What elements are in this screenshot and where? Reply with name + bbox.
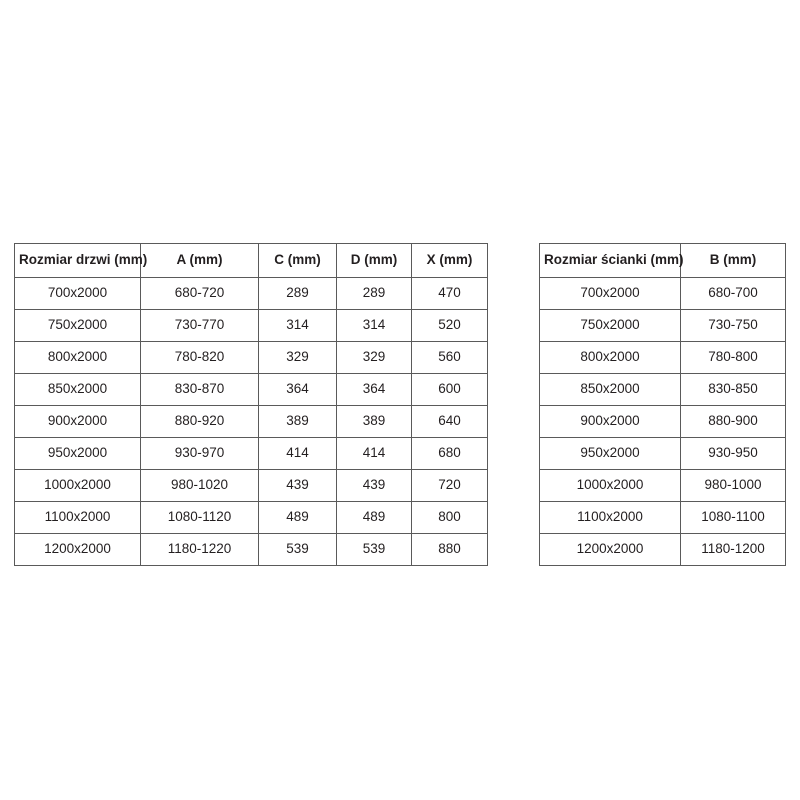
table-row: 700x2000 680-700: [539, 277, 786, 310]
cell-door-size: 850x2000: [14, 373, 141, 406]
table-row: 900x2000 880-920 389 389 640: [14, 405, 488, 438]
cell-a: 980-1020: [140, 469, 259, 502]
door-size-table: Rozmiar drzwi (mm) A (mm) C (mm) D (mm) …: [14, 243, 488, 566]
cell-c: 364: [258, 373, 337, 406]
cell-x: 600: [411, 373, 488, 406]
table-row: 850x2000 830-850: [539, 373, 786, 406]
cell-c: 439: [258, 469, 337, 502]
cell-x: 640: [411, 405, 488, 438]
cell-x: 470: [411, 277, 488, 310]
cell-b: 880-900: [680, 405, 786, 438]
table-row: 950x2000 930-970 414 414 680: [14, 437, 488, 470]
wall-table-body: 700x2000 680-700 750x2000 730-750 800x20…: [539, 277, 786, 566]
cell-wall-size: 950x2000: [539, 437, 681, 470]
cell-wall-size: 850x2000: [539, 373, 681, 406]
table-row: 950x2000 930-950: [539, 437, 786, 470]
column-header-x: X (mm): [411, 243, 488, 278]
cell-a: 830-870: [140, 373, 259, 406]
cell-d: 439: [336, 469, 412, 502]
cell-x: 680: [411, 437, 488, 470]
cell-c: 289: [258, 277, 337, 310]
cell-c: 414: [258, 437, 337, 470]
table-row: 1200x2000 1180-1200: [539, 533, 786, 566]
column-header-b: B (mm): [680, 243, 786, 278]
cell-a: 880-920: [140, 405, 259, 438]
table-row: 700x2000 680-720 289 289 470: [14, 277, 488, 310]
cell-door-size: 700x2000: [14, 277, 141, 310]
table-row: 900x2000 880-900: [539, 405, 786, 438]
cell-door-size: 750x2000: [14, 309, 141, 342]
door-table-body: 700x2000 680-720 289 289 470 750x2000 73…: [14, 277, 488, 566]
cell-door-size: 800x2000: [14, 341, 141, 374]
column-header-a: A (mm): [140, 243, 259, 278]
cell-door-size: 1100x2000: [14, 501, 141, 534]
cell-d: 414: [336, 437, 412, 470]
cell-d: 489: [336, 501, 412, 534]
cell-wall-size: 700x2000: [539, 277, 681, 310]
table-row: 750x2000 730-750: [539, 309, 786, 342]
table-row: 1100x2000 1080-1100: [539, 501, 786, 534]
table-row: 850x2000 830-870 364 364 600: [14, 373, 488, 406]
cell-wall-size: 1200x2000: [539, 533, 681, 566]
cell-x: 880: [411, 533, 488, 566]
cell-wall-size: 800x2000: [539, 341, 681, 374]
table-row: 1200x2000 1180-1220 539 539 880: [14, 533, 488, 566]
cell-d: 539: [336, 533, 412, 566]
cell-x: 520: [411, 309, 488, 342]
cell-b: 1180-1200: [680, 533, 786, 566]
cell-door-size: 1000x2000: [14, 469, 141, 502]
column-header-wall-size: Rozmiar ścianki (mm): [539, 243, 684, 278]
wall-size-table: Rozmiar ścianki (mm) B (mm) 700x2000 680…: [539, 243, 786, 566]
cell-door-size: 950x2000: [14, 437, 141, 470]
wall-table-header: Rozmiar ścianki (mm) B (mm): [539, 243, 786, 278]
cell-c: 329: [258, 341, 337, 374]
cell-b: 780-800: [680, 341, 786, 374]
door-table-header: Rozmiar drzwi (mm) A (mm) C (mm) D (mm) …: [14, 243, 488, 278]
cell-x: 800: [411, 501, 488, 534]
cell-c: 389: [258, 405, 337, 438]
cell-a: 780-820: [140, 341, 259, 374]
cell-door-size: 1200x2000: [14, 533, 141, 566]
cell-wall-size: 1100x2000: [539, 501, 681, 534]
cell-a: 930-970: [140, 437, 259, 470]
cell-c: 314: [258, 309, 337, 342]
cell-x: 720: [411, 469, 488, 502]
table-row: 1000x2000 980-1020 439 439 720: [14, 469, 488, 502]
column-header-c: C (mm): [258, 243, 337, 278]
cell-d: 389: [336, 405, 412, 438]
cell-a: 1180-1220: [140, 533, 259, 566]
table-row: 1100x2000 1080-1120 489 489 800: [14, 501, 488, 534]
cell-c: 489: [258, 501, 337, 534]
cell-b: 930-950: [680, 437, 786, 470]
table-row: 800x2000 780-800: [539, 341, 786, 374]
cell-d: 314: [336, 309, 412, 342]
cell-d: 329: [336, 341, 412, 374]
cell-b: 980-1000: [680, 469, 786, 502]
cell-wall-size: 900x2000: [539, 405, 681, 438]
cell-wall-size: 750x2000: [539, 309, 681, 342]
cell-a: 1080-1120: [140, 501, 259, 534]
column-header-d: D (mm): [336, 243, 412, 278]
table-header-row: Rozmiar drzwi (mm) A (mm) C (mm) D (mm) …: [14, 243, 488, 278]
cell-x: 560: [411, 341, 488, 374]
cell-b: 730-750: [680, 309, 786, 342]
table-row: 1000x2000 980-1000: [539, 469, 786, 502]
cell-a: 680-720: [140, 277, 259, 310]
cell-b: 1080-1100: [680, 501, 786, 534]
cell-d: 364: [336, 373, 412, 406]
table-row: 800x2000 780-820 329 329 560: [14, 341, 488, 374]
cell-c: 539: [258, 533, 337, 566]
cell-a: 730-770: [140, 309, 259, 342]
cell-b: 680-700: [680, 277, 786, 310]
cell-d: 289: [336, 277, 412, 310]
cell-b: 830-850: [680, 373, 786, 406]
cell-door-size: 900x2000: [14, 405, 141, 438]
cell-wall-size: 1000x2000: [539, 469, 681, 502]
table-row: 750x2000 730-770 314 314 520: [14, 309, 488, 342]
table-header-row: Rozmiar ścianki (mm) B (mm): [539, 243, 786, 278]
column-header-door-size: Rozmiar drzwi (mm): [14, 243, 147, 278]
